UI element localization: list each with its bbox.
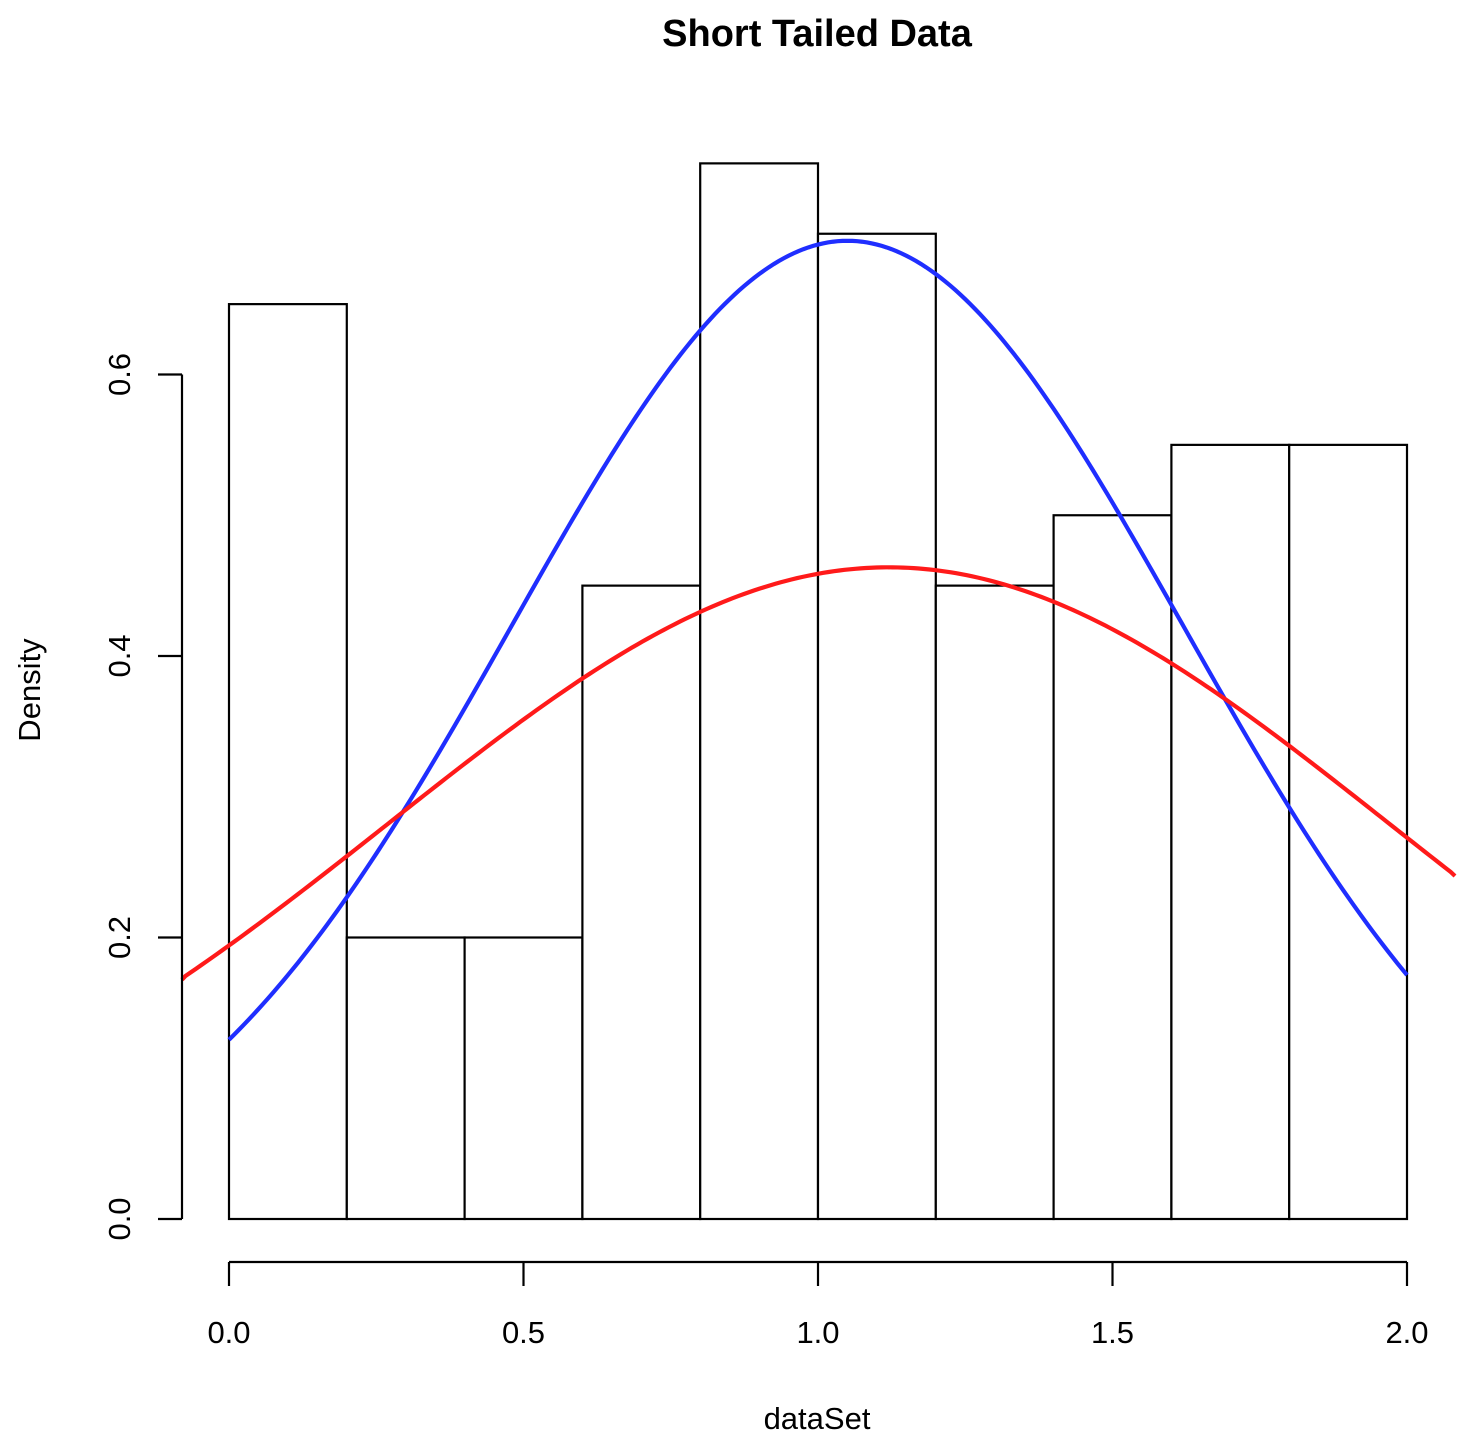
- y-tick-label-1: 0.2: [102, 916, 137, 959]
- y-tick-label-2: 0.4: [102, 634, 137, 677]
- density-curve-2: [180, 565, 1457, 982]
- chart-title: Short Tailed Data: [662, 13, 973, 55]
- x-tick-label-1: 0.5: [502, 1315, 545, 1350]
- x-axis-title: dataSet: [764, 1401, 871, 1436]
- y-axis: 0.0 0.2 0.4 0.6: [102, 353, 184, 1241]
- histogram-bar-9: [1170, 443, 1291, 1221]
- x-tick-label-4: 2.0: [1385, 1315, 1428, 1350]
- histogram-bar-3: [463, 936, 584, 1221]
- histogram-bar-6: [816, 232, 937, 1221]
- histogram-bar-10: [1288, 443, 1409, 1221]
- density-curves: [180, 238, 1457, 1042]
- y-tick-label-3: 0.6: [102, 353, 137, 396]
- x-tick-label-2: 1.0: [796, 1315, 839, 1350]
- x-axis: 0.0 0.5 1.0 1.5 2.0: [207, 1260, 1429, 1350]
- histogram-bar-1: [227, 303, 348, 1221]
- x-tick-label-0: 0.0: [207, 1315, 250, 1350]
- histogram-bar-7: [934, 584, 1055, 1221]
- density-curve-1: [227, 238, 1409, 1042]
- x-tick-label-3: 1.5: [1091, 1315, 1134, 1350]
- histogram-bars: [227, 162, 1409, 1221]
- y-axis-title: Density: [12, 638, 47, 742]
- y-tick-label-0: 0.0: [102, 1197, 137, 1240]
- histogram-bar-8: [1052, 514, 1173, 1221]
- histogram-bar-2: [345, 936, 466, 1221]
- histogram-bar-4: [581, 584, 702, 1221]
- histogram-bar-5: [699, 162, 820, 1221]
